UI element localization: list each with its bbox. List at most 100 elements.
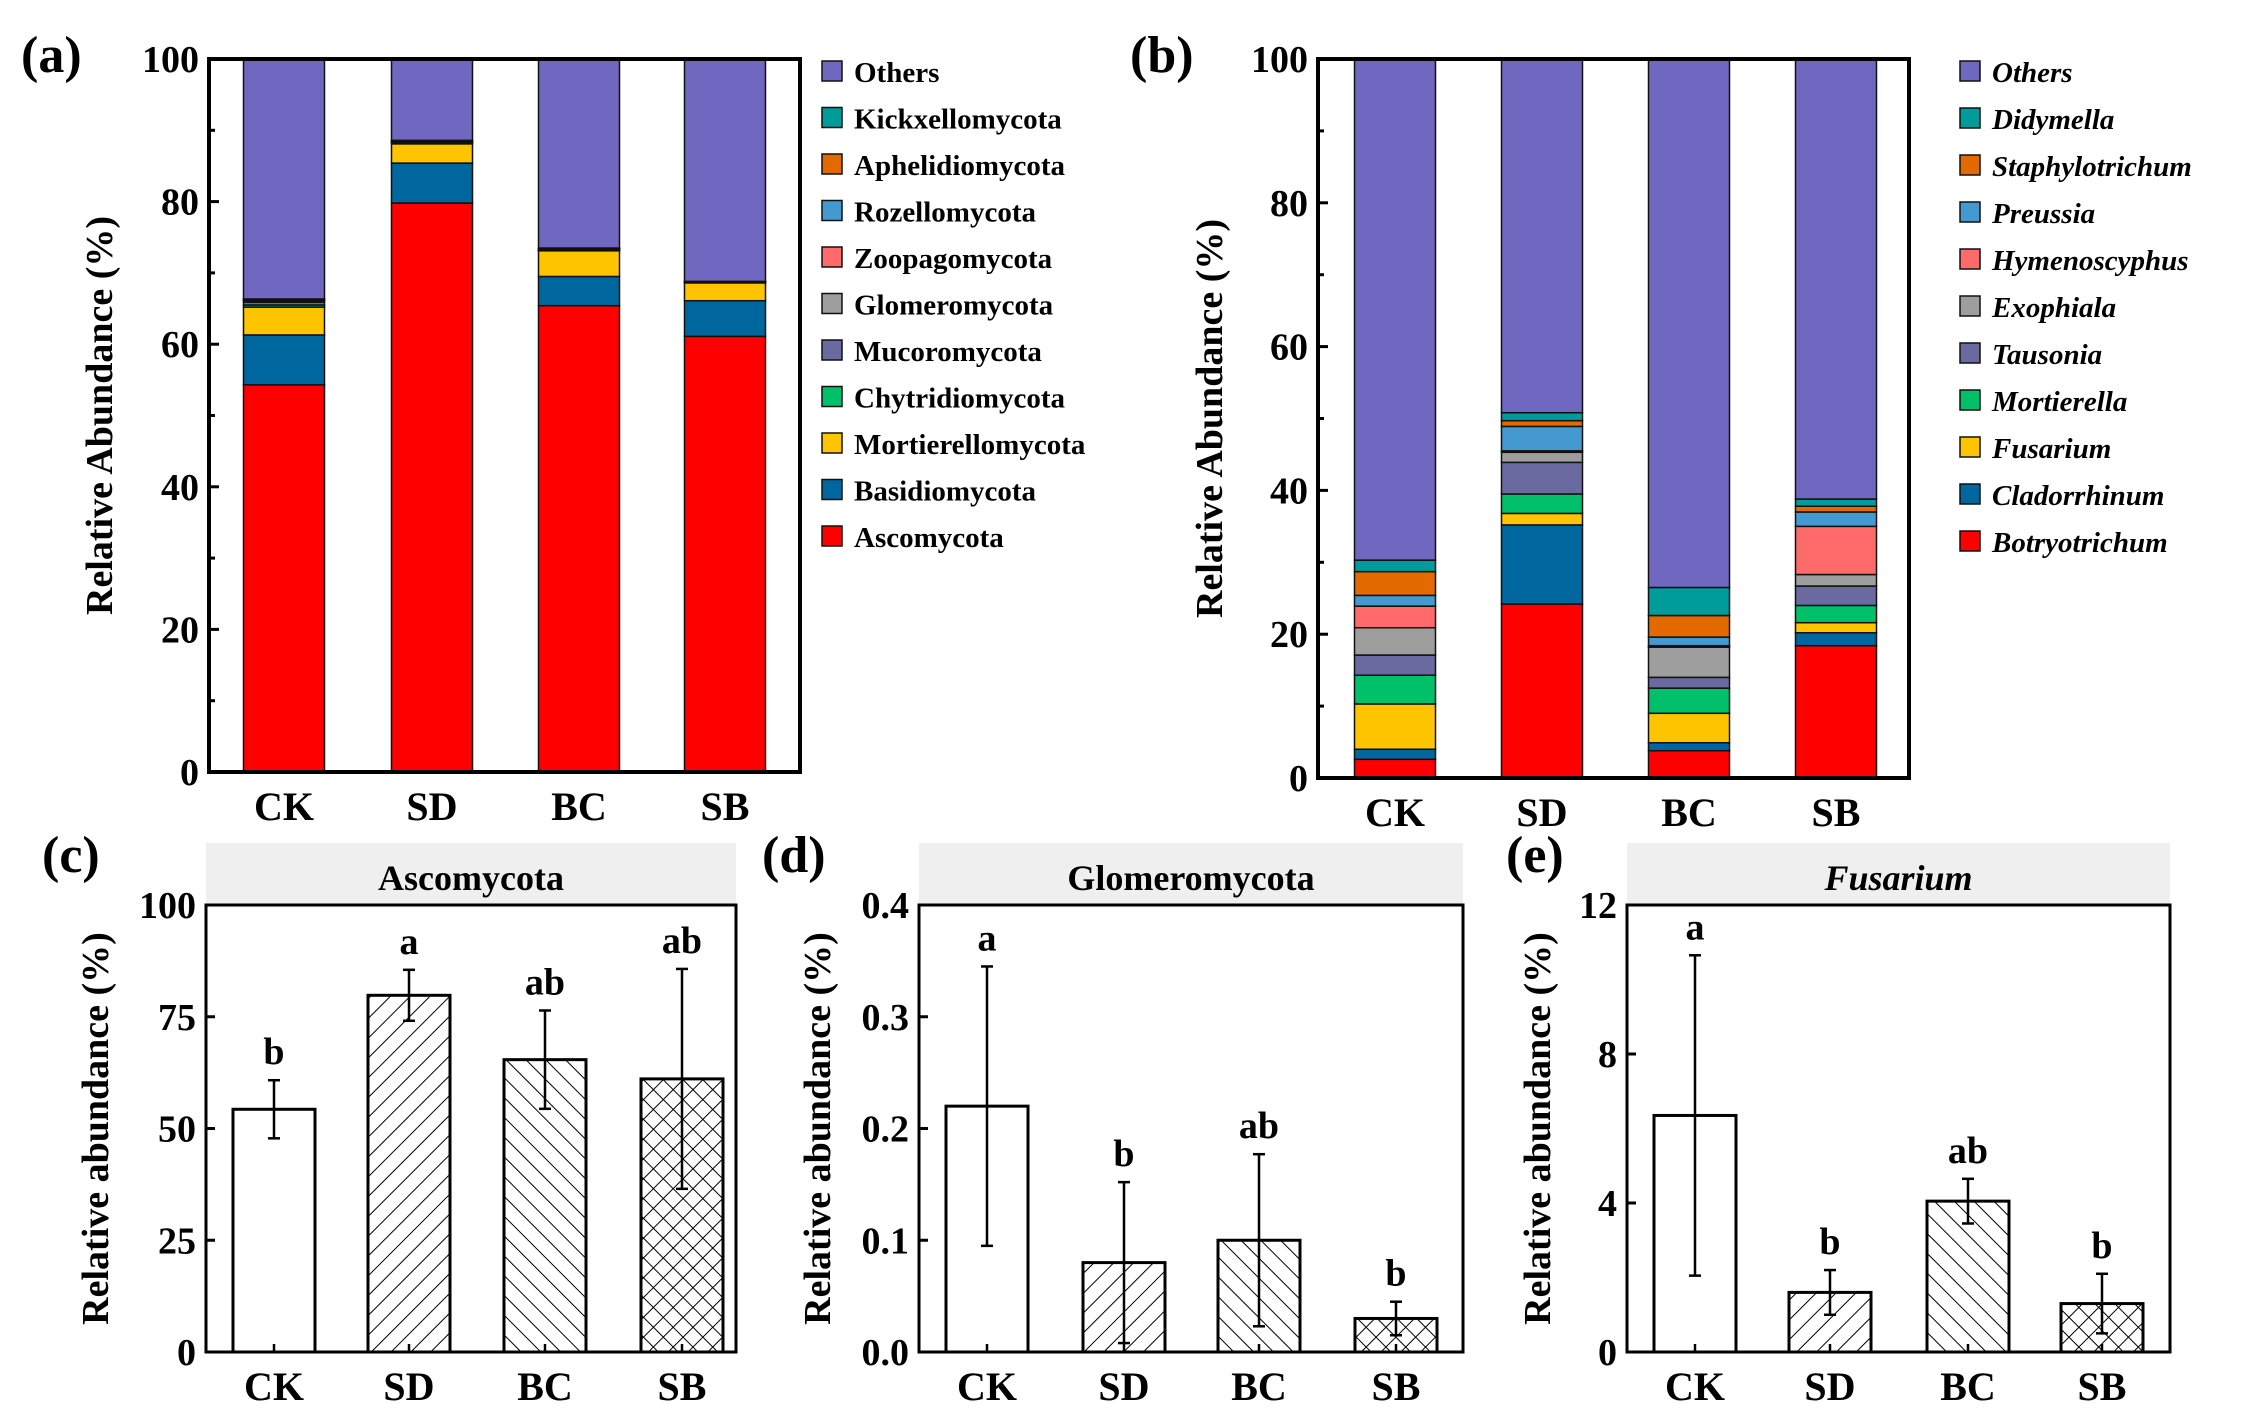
legend-label: Cladorrhinum (1992, 480, 2164, 512)
legend-swatch (821, 292, 843, 315)
y-tick-label: 100 (139, 885, 196, 927)
bar-segment-SD-Didymella (1500, 411, 1584, 422)
legend-label: Preussia (1991, 198, 2095, 230)
y-tick-label: 0.4 (862, 885, 910, 927)
legend-swatch (821, 525, 843, 547)
bar-SD (366, 993, 452, 1354)
x-tick-label: SB (701, 784, 750, 829)
legend-swatch (1959, 60, 1981, 82)
legend-label: Glomeromycota (854, 290, 1054, 322)
y-tick-label: 8 (1598, 1034, 1617, 1076)
x-tick-label: CK (1665, 1364, 1725, 1409)
legend-swatch (1959, 107, 1981, 129)
legend-label: Tausonia (1992, 339, 2102, 371)
y-tick-label: 12 (1579, 885, 1617, 927)
plot-frame (1625, 903, 2172, 1354)
bar-segment-SB-Exophiala (1794, 573, 1878, 587)
y-tick-label: 20 (161, 609, 199, 651)
bar-segment-SB-Mortierella (1794, 604, 1878, 624)
bar-segment-SB-Staphylotrichum (1794, 505, 1878, 513)
significance-letter: b (2091, 1225, 2112, 1267)
legend-label: Staphylotrichum (1992, 151, 2192, 183)
legend-label: Botryotrichum (1991, 527, 2168, 559)
bar-segment-SD-Mortierella (1500, 493, 1584, 515)
x-tick-label: SD (1098, 1364, 1149, 1409)
bar-segment-SB-Cladorrhinum (1794, 632, 1878, 647)
bar-segment-CK-Staphylotrichum (1353, 570, 1437, 597)
bar-segment-SD-Botryotrichum (1500, 603, 1584, 779)
bar-segment-BC-Basidiomycota (537, 275, 621, 307)
bar-segment-SB-Fusarium (1794, 621, 1878, 634)
bar-segment-SD-Mortierellomycota (390, 143, 474, 164)
title-strip (1627, 843, 2170, 905)
y-tick-label: 100 (1251, 39, 1308, 81)
x-tick-label: CK (254, 784, 314, 829)
panel-b (1316, 57, 1981, 780)
x-tick-label: BC (517, 1364, 573, 1409)
bar-segment-BC-Preussia (1647, 636, 1731, 647)
x-tick-label: CK (1365, 790, 1425, 835)
bar-segment-CK-Cladorrhinum (1353, 748, 1437, 761)
legend-swatch (821, 339, 843, 361)
significance-letter: a (1686, 906, 1705, 948)
bar-segment-CK-Basidiomycota (242, 334, 326, 386)
bar-segment-SD-Others (390, 58, 474, 142)
bar-segment-SB-Basidiomycota (683, 299, 767, 338)
panel-label: (c) (42, 827, 100, 884)
legend-label: Zoopagomycota (854, 243, 1053, 275)
bar-segment-BC-Fusarium (1647, 712, 1731, 744)
panel-title: Ascomycota (378, 858, 564, 898)
legend-label: Hymenoscyphus (1991, 245, 2189, 277)
y-tick-label: 25 (158, 1220, 196, 1262)
x-tick-label: BC (1231, 1364, 1287, 1409)
bar-segment-CK-Mortierella (1353, 674, 1437, 705)
y-axis-label: Relative abundance (%) (1517, 932, 1559, 1325)
significance-letter: b (1385, 1253, 1406, 1295)
y-axis-label: Relative abundance (%) (797, 932, 839, 1325)
legend-swatch (1959, 154, 1981, 176)
significance-letter: ab (662, 920, 702, 962)
legend-swatch (821, 246, 843, 268)
bar-segment-BC-Tausonia (1647, 676, 1731, 689)
bar-segment-SD-Ascomycota (390, 202, 474, 773)
bar-segment-CK-Didymella (1353, 559, 1437, 573)
legend-swatch (1959, 295, 1981, 317)
bar-segment-CK-Botryotrichum (1353, 758, 1437, 779)
y-axis-label: Relative abundance (%) (75, 932, 117, 1325)
bar-segment-BC-Others (1647, 58, 1731, 589)
legend-label: Others (854, 57, 939, 89)
x-tick-label: SB (658, 1364, 707, 1409)
legend-label: Mortierella (1991, 386, 2127, 418)
legend-label: Didymella (1991, 104, 2114, 136)
panel-label: (a) (21, 27, 82, 84)
y-tick-label: 0 (1289, 758, 1308, 800)
y-tick-label: 80 (161, 182, 199, 224)
bar-segment-CK-Tausonia (1353, 654, 1437, 676)
x-tick-label: SB (1812, 790, 1861, 835)
y-tick-label: 0.2 (862, 1109, 910, 1151)
x-tick-label: CK (244, 1364, 304, 1409)
bar-segment-SD-Cladorrhinum (1500, 524, 1584, 605)
legend-label: Rozellomycota (854, 197, 1036, 229)
significance-letter: ab (525, 961, 565, 1003)
title-strip (206, 843, 736, 905)
bar-segment-CK-Mortierellomycota (242, 306, 326, 336)
legend-swatch (1959, 389, 1981, 411)
bar-segment-CK-Others (1353, 58, 1437, 561)
legend-swatch (821, 106, 843, 129)
significance-letter: ab (1239, 1105, 1279, 1147)
bar-segment-SB-Mortierellomycota (683, 282, 767, 302)
bar-segment-SB-Ascomycota (683, 335, 767, 773)
y-tick-label: 50 (158, 1109, 196, 1151)
x-tick-label: SD (1804, 1364, 1855, 1409)
y-tick-label: 60 (161, 324, 199, 366)
y-tick-label: 100 (142, 39, 199, 81)
y-tick-label: 75 (158, 997, 196, 1039)
bar-segment-SB-Preussia (1794, 511, 1878, 528)
legend-swatch (1959, 342, 1981, 364)
title-strip (919, 843, 1463, 905)
significance-letter: ab (1948, 1130, 1988, 1172)
panel-e (1625, 843, 2172, 1354)
bar-segment-CK-Others (242, 58, 326, 300)
bar-segment-CK-Ascomycota (242, 384, 326, 773)
